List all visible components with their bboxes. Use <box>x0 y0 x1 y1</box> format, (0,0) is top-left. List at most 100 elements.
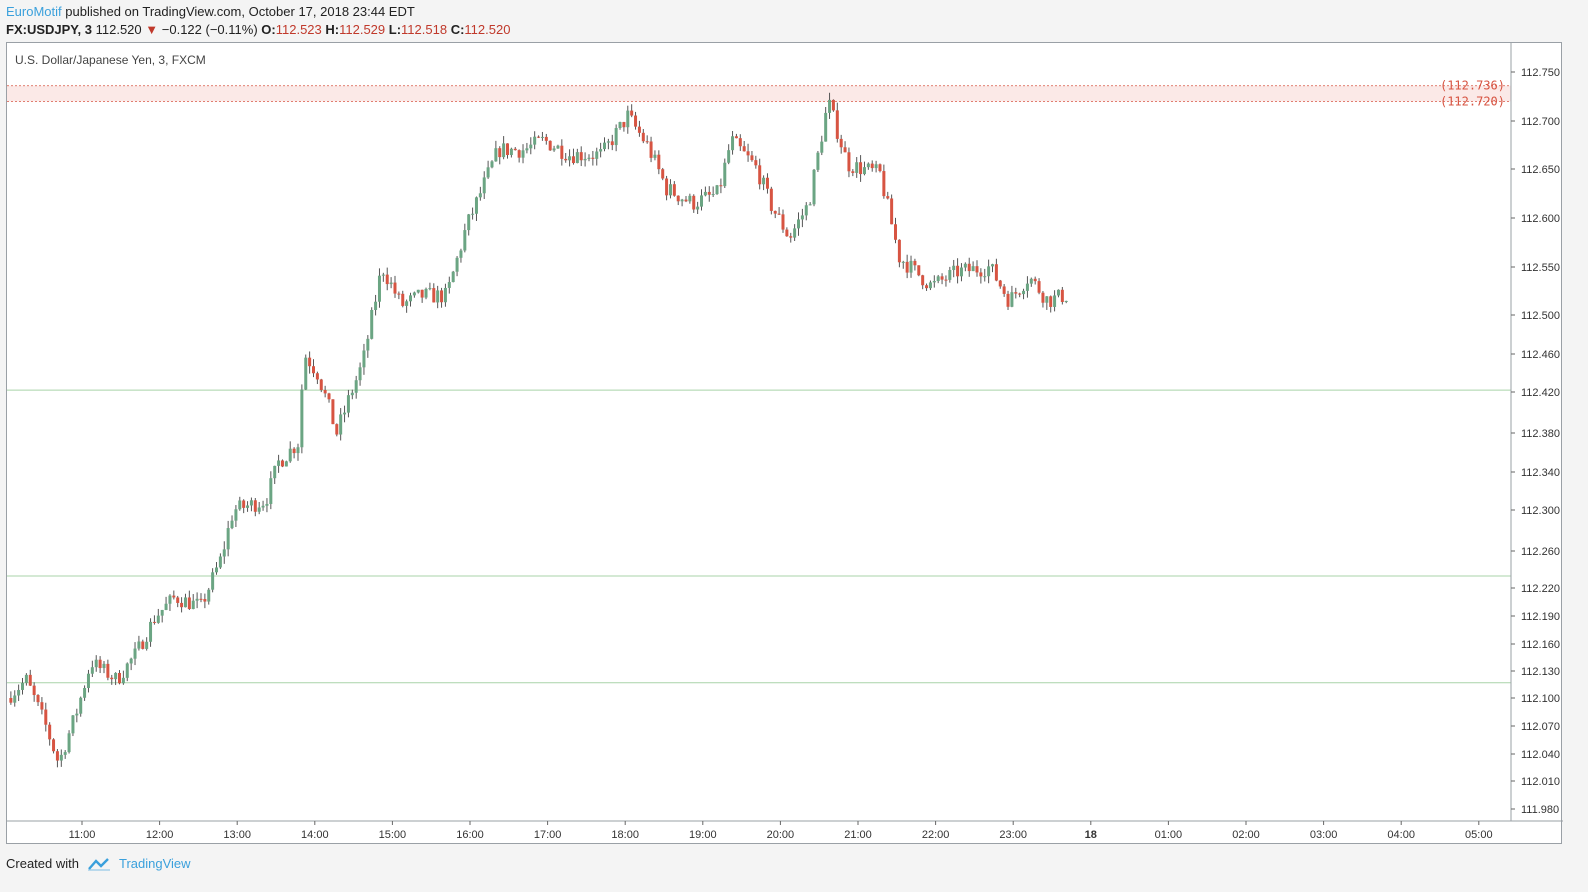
candle-body <box>599 149 603 152</box>
candle-body <box>428 288 432 290</box>
candle-body <box>141 641 145 649</box>
x-tick-label: 04:00 <box>1387 829 1415 841</box>
candle-body <box>40 702 44 710</box>
open-label: O: <box>261 22 276 37</box>
candle-body <box>994 264 998 281</box>
candle-body <box>280 460 284 467</box>
author-link[interactable]: EuroMotif <box>6 4 62 19</box>
candle-body <box>618 122 622 129</box>
candle-body <box>738 138 742 147</box>
chart-panel[interactable]: (112.736) (112.720) 111.980 112.010 112.040 1… <box>6 42 1563 845</box>
candle-body <box>509 148 513 156</box>
candle-body <box>366 338 370 351</box>
candle-body <box>137 641 141 649</box>
resistance-label: (112.736) <box>1440 79 1505 93</box>
candle-body <box>564 158 568 161</box>
candle-body <box>486 167 490 178</box>
x-tick-label: 19:00 <box>689 829 717 841</box>
candle-body <box>234 509 238 521</box>
candle-body <box>742 146 746 152</box>
candle-body <box>835 110 839 139</box>
candle-body <box>385 274 389 285</box>
candle-body <box>925 285 929 289</box>
candle-body <box>909 260 913 273</box>
candle-body <box>657 154 661 170</box>
candle-body <box>354 380 358 393</box>
y-tick-label: 112.190 <box>1521 611 1560 623</box>
chart-svg[interactable]: (112.736)(112.720) 111.980 112.010 112.040 1… <box>7 43 1563 845</box>
candle-body <box>723 162 727 187</box>
candle-body <box>831 99 835 111</box>
candle-body <box>420 289 424 298</box>
candle-body <box>874 164 878 169</box>
candle-body <box>917 265 921 276</box>
y-tick-label: 112.500 <box>1521 310 1560 322</box>
close-value: 112.520 <box>464 22 511 37</box>
candle-body <box>905 261 909 273</box>
candle-body <box>847 152 851 172</box>
price-change: −0.122 (−0.11%) <box>161 22 258 37</box>
candle-body <box>160 609 164 616</box>
candle-body <box>746 151 750 156</box>
candle-body <box>967 263 971 272</box>
candle-body <box>412 292 416 296</box>
candle-body <box>797 219 801 229</box>
candle-body <box>1006 293 1010 307</box>
candle-body <box>533 136 537 145</box>
candle-body <box>362 350 366 368</box>
candle-body <box>381 274 385 276</box>
candle-body <box>199 598 203 600</box>
x-tick-label: 17:00 <box>534 829 562 841</box>
high-label: H: <box>325 22 340 37</box>
candle-body <box>191 600 195 610</box>
candle-body <box>226 528 230 550</box>
candle-body <box>90 667 94 674</box>
candle-body <box>149 621 153 642</box>
tradingview-brand-link[interactable]: TradingView <box>118 856 191 871</box>
candle-body <box>606 141 610 143</box>
candle-body <box>688 195 692 202</box>
candle-body <box>773 210 777 214</box>
candle-body <box>79 697 83 714</box>
x-tick-label: 14:00 <box>301 829 329 841</box>
candles-group <box>9 92 1068 768</box>
close-label: C: <box>450 22 465 37</box>
candle-body <box>1014 292 1018 294</box>
candle-body <box>471 213 475 215</box>
candle-body <box>28 674 32 686</box>
candle-body <box>447 282 451 288</box>
candle-body <box>67 733 71 753</box>
candle-body <box>521 150 525 158</box>
candle-body <box>513 148 517 151</box>
candle-body <box>121 677 125 684</box>
y-tick-label: 112.130 <box>1521 666 1560 678</box>
candle-body <box>257 507 261 512</box>
resistance-label: (112.720) <box>1440 94 1505 108</box>
candle-body <box>1029 278 1033 284</box>
candle-body <box>436 290 440 303</box>
candle-body <box>211 572 215 590</box>
candle-body <box>1025 283 1029 291</box>
candle-body <box>152 621 156 623</box>
x-tick-label: 18 <box>1085 829 1097 841</box>
candle-body <box>389 282 393 285</box>
candle-body <box>571 156 575 164</box>
candle-body <box>222 549 226 557</box>
candle-body <box>1022 290 1026 295</box>
candle-body <box>75 713 79 716</box>
candle-body <box>32 685 36 696</box>
x-tick-label: 11:00 <box>69 829 96 841</box>
candle-body <box>975 266 979 273</box>
candle-body <box>540 136 544 138</box>
symbol-label: FX:USDJPY, 3 <box>6 22 92 37</box>
candle-body <box>734 136 738 139</box>
candle-body <box>315 373 319 380</box>
candle-body <box>731 136 735 151</box>
candle-body <box>455 257 459 272</box>
candle-body <box>979 272 983 277</box>
candle-body <box>44 709 48 725</box>
candle-body <box>940 276 944 280</box>
candle-body <box>816 152 820 170</box>
candle-body <box>52 739 56 752</box>
candle-body <box>901 261 905 263</box>
